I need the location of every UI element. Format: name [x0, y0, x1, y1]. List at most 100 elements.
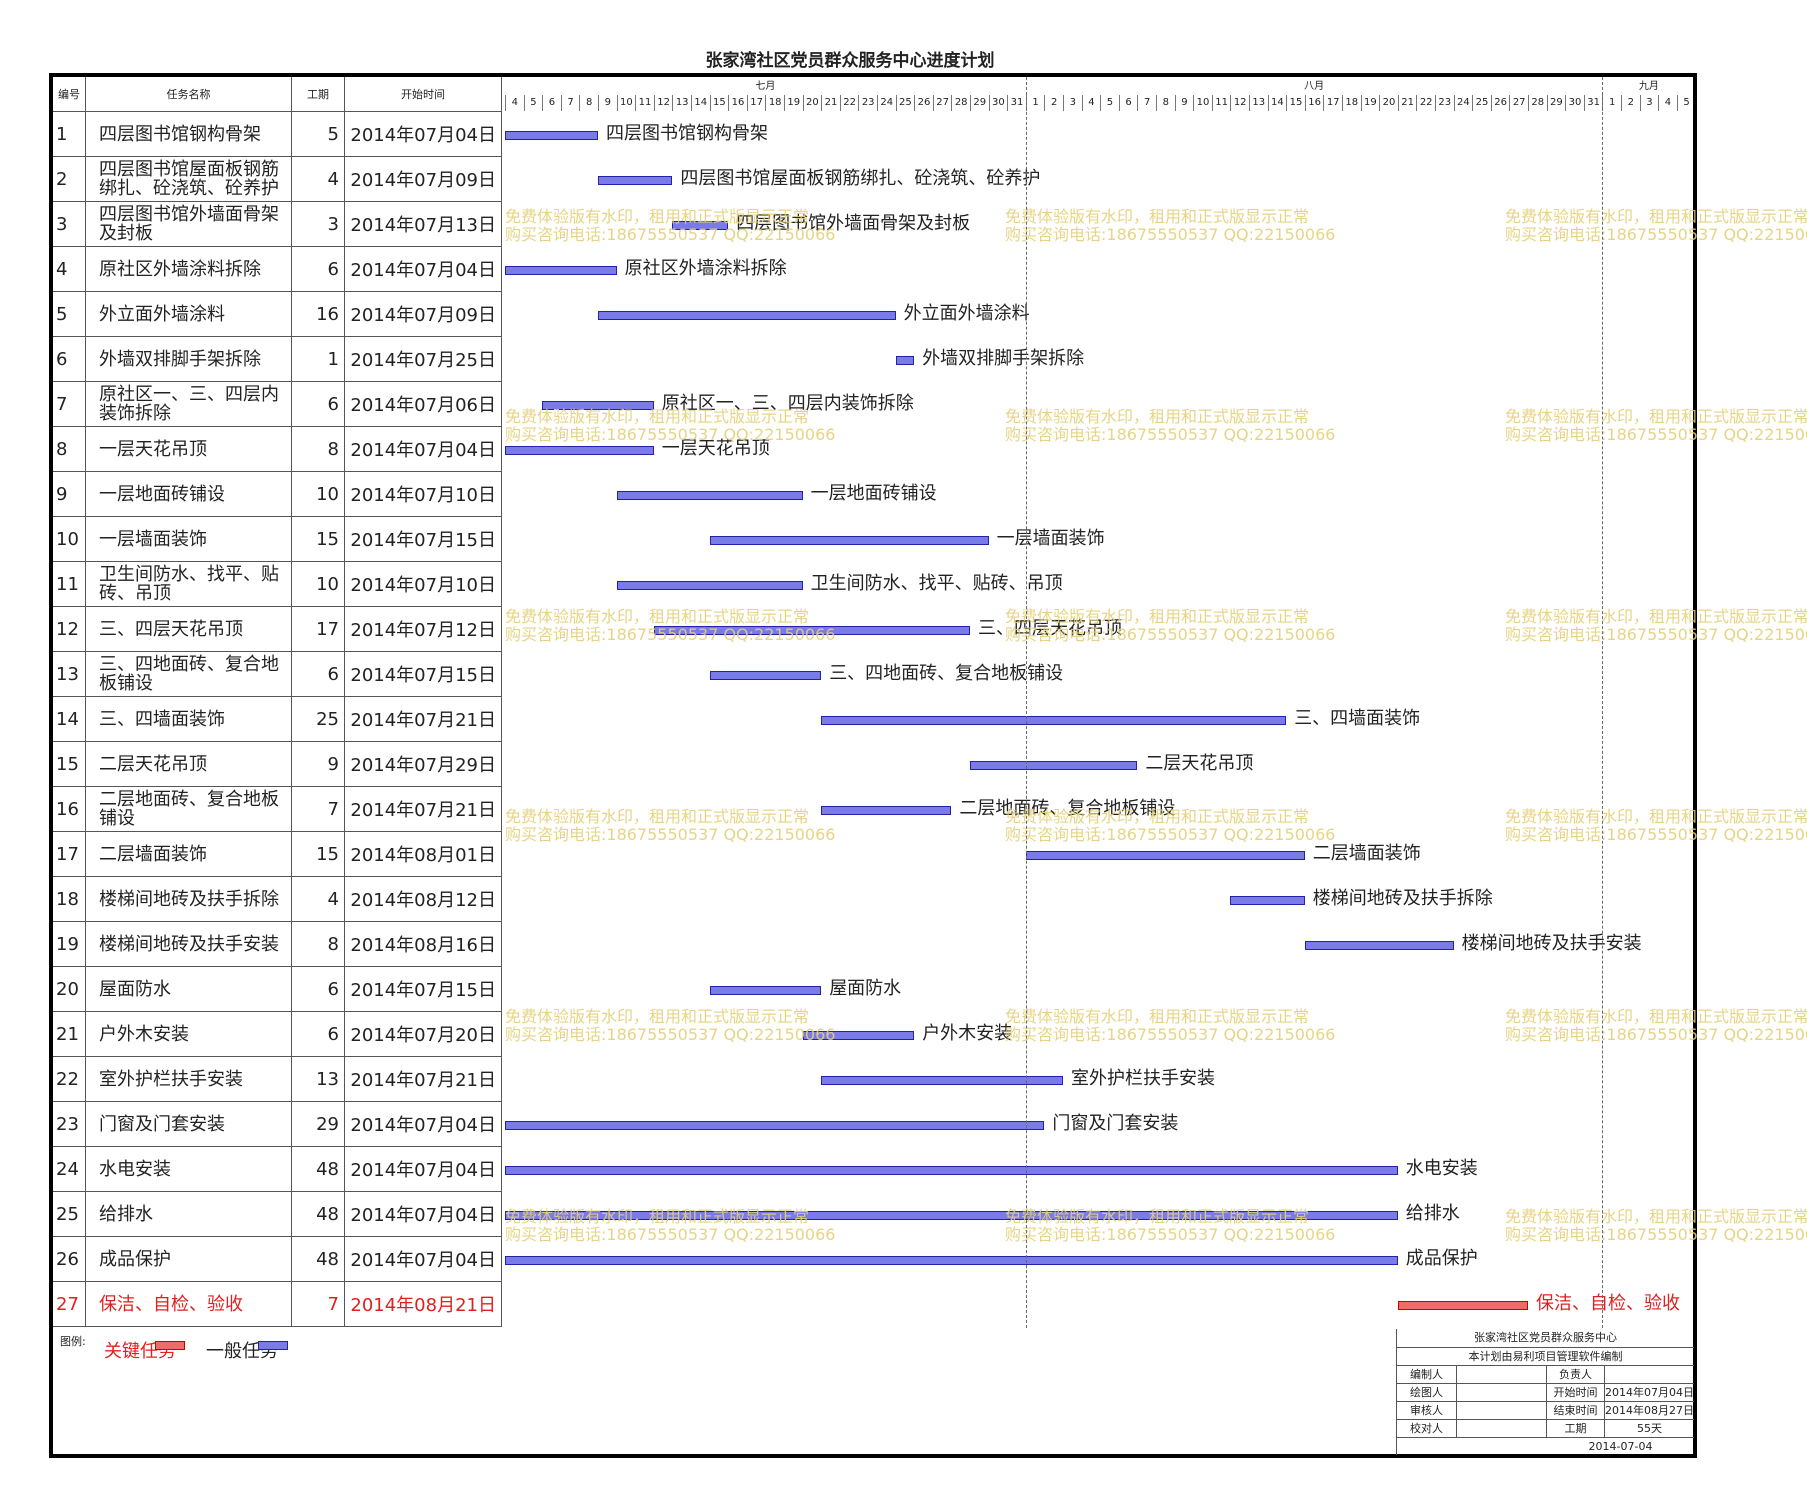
- task-duration: 15: [292, 517, 345, 562]
- day-header: 9: [598, 95, 617, 111]
- task-duration: 29: [292, 1102, 345, 1147]
- day-header: 15: [709, 95, 729, 111]
- watermark: 免费体验版有水印，租用和正式版显示正常 购买咨询电话:18675550537 QQ…: [1505, 207, 1807, 244]
- info-owner-label: 负责人: [1547, 1366, 1605, 1384]
- watermark: 免费体验版有水印，租用和正式版显示正常 购买咨询电话:18675550537 QQ…: [1505, 807, 1807, 844]
- task-row: 3 四层图书馆外墙面骨架及封板 3 2014年07月13日 四层图书馆外墙面骨架及封板: [53, 202, 1693, 247]
- info-duration-label: 工期: [1547, 1420, 1605, 1438]
- page-title: 张家湾社区党员群众服务中心进度计划: [705, 51, 995, 71]
- task-name: 给排水: [86, 1192, 292, 1237]
- day-header: 31: [1583, 95, 1603, 111]
- day-header: 19: [1360, 95, 1380, 111]
- task-name: 二层墙面装饰: [86, 832, 292, 877]
- day-header: 19: [784, 95, 803, 111]
- task-row: 4 原社区外墙涂料拆除 6 2014年07月04日 原社区外墙涂料拆除: [53, 247, 1693, 292]
- task-name: 原社区一、三、四层内装饰拆除: [86, 382, 292, 427]
- task-duration: 17: [292, 607, 345, 652]
- watermark: 免费体验版有水印，租用和正式版显示正常 购买咨询电话:18675550537 QQ…: [1005, 807, 1336, 844]
- day-header: 10: [1193, 95, 1212, 111]
- watermark: 免费体验版有水印，租用和正式版显示正常 购买咨询电话:18675550537 QQ…: [1505, 607, 1807, 644]
- month-divider: [1025, 77, 1027, 1328]
- bar-label: 保洁、自检、验收: [1536, 1292, 1680, 1316]
- info-date: 2014-07-04: [1588, 1440, 1653, 1453]
- info-drawer-value: [1457, 1384, 1547, 1402]
- day-header: 6: [542, 95, 561, 111]
- info-start-label: 开始时间: [1547, 1384, 1605, 1402]
- month-header: 九月: [1638, 81, 1659, 92]
- info-reviewer-label: 审核人: [1397, 1402, 1457, 1420]
- task-name: 外立面外墙涂料: [86, 292, 292, 337]
- watermark: 免费体验版有水印，租用和正式版显示正常 购买咨询电话:18675550537 QQ…: [505, 1007, 836, 1044]
- task-name: 一层墙面装饰: [86, 517, 292, 562]
- task-bar: [653, 626, 970, 635]
- bar-label: 原社区外墙涂料拆除: [624, 257, 787, 281]
- task-row: 17 二层墙面装饰 15 2014年08月01日 二层墙面装饰: [53, 832, 1693, 877]
- bar-label: 四层图书馆钢构骨架: [606, 122, 768, 146]
- bar-label: 一层墙面装饰: [996, 527, 1105, 551]
- task-start: 2014年07月15日: [345, 517, 502, 562]
- day-header: 22: [839, 95, 859, 111]
- day-header: 30: [988, 95, 1008, 111]
- task-no: 1: [53, 112, 86, 157]
- bar-label: 三、四地面砖、复合地板铺设: [829, 662, 1064, 686]
- day-header: 23: [1435, 95, 1454, 111]
- task-no: 24: [53, 1147, 86, 1192]
- task-duration: 8: [292, 427, 345, 472]
- task-no: 3: [53, 202, 86, 247]
- info-drawer-label: 绘图人: [1397, 1384, 1457, 1402]
- day-header: 1: [1602, 95, 1621, 111]
- task-name: 三、四墙面装饰: [86, 697, 292, 742]
- task-bar: [802, 1031, 915, 1040]
- header-no: 编号: [53, 77, 86, 112]
- bar-label: 卫生间防水、找平、贴砖、吊顶: [810, 572, 1063, 596]
- task-no: 5: [53, 292, 86, 337]
- task-name: 水电安装: [86, 1147, 292, 1192]
- task-no: 2: [53, 157, 86, 202]
- day-header: 1: [1025, 95, 1045, 111]
- task-start: 2014年08月01日: [345, 832, 502, 877]
- task-bar: [505, 1256, 1398, 1265]
- month-header: 八月: [1304, 81, 1325, 92]
- day-header: 24: [1453, 95, 1473, 111]
- day-header: 13: [672, 95, 691, 111]
- info-reviewer-value: [1457, 1402, 1547, 1420]
- task-bar: [616, 581, 803, 590]
- task-start: 2014年07月06日: [345, 382, 502, 427]
- task-bar: [542, 401, 654, 410]
- task-bar: [598, 311, 896, 320]
- task-name: 二层天花吊顶: [86, 742, 292, 787]
- info-owner-value: [1605, 1366, 1694, 1384]
- legend-normal-swatch: [258, 1341, 288, 1350]
- bar-label: 给排水: [1405, 1202, 1460, 1226]
- task-row: 25 给排水 48 2014年07月04日 给排水: [53, 1192, 1693, 1237]
- task-bar: [895, 356, 915, 365]
- info-end-value: 2014年08月27日: [1605, 1404, 1694, 1417]
- task-duration: 4: [292, 877, 345, 922]
- task-row: 16 二层地面砖、复合地板铺设 7 2014年07月21日 二层地面砖、复合地板铺设: [53, 787, 1693, 832]
- task-no: 13: [53, 652, 86, 697]
- task-name: 门窗及门套安装: [86, 1102, 292, 1147]
- day-header: 11: [635, 95, 654, 111]
- task-no: 20: [53, 967, 86, 1012]
- day-header: 7: [1137, 95, 1156, 111]
- task-name: 楼梯间地砖及扶手拆除: [86, 877, 292, 922]
- task-bar: [709, 986, 822, 995]
- task-start: 2014年07月04日: [345, 427, 502, 472]
- header-duration: 工期: [292, 77, 345, 112]
- task-start: 2014年07月04日: [345, 112, 502, 157]
- task-duration: 7: [292, 1282, 345, 1327]
- task-name: 四层图书馆外墙面骨架及封板: [86, 202, 292, 247]
- day-header: 14: [1267, 95, 1287, 111]
- task-no: 18: [53, 877, 86, 922]
- bar-label: 二层墙面装饰: [1312, 842, 1421, 866]
- task-duration: 5: [292, 112, 345, 157]
- task-start: 2014年07月21日: [345, 697, 502, 742]
- task-row: 26 成品保护 48 2014年07月04日 成品保护: [53, 1237, 1693, 1282]
- watermark: 免费体验版有水印，租用和正式版显示正常 购买咨询电话:18675550537 QQ…: [1005, 407, 1336, 444]
- task-no: 4: [53, 247, 86, 292]
- day-header: 13: [1249, 95, 1268, 111]
- task-duration: 6: [292, 382, 345, 427]
- task-duration: 48: [292, 1237, 345, 1282]
- month-divider: [1602, 77, 1604, 1328]
- task-no: 19: [53, 922, 86, 967]
